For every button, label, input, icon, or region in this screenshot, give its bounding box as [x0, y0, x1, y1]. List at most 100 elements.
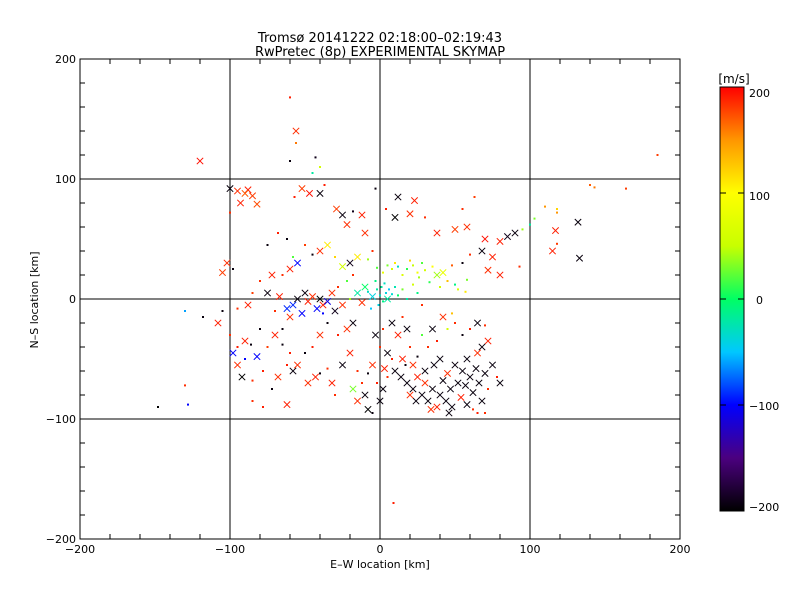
- data-point-dot: [379, 346, 381, 348]
- data-point-dot: [259, 328, 261, 330]
- data-point-cross: [421, 379, 429, 387]
- data-point-dot: [271, 388, 273, 390]
- data-point-dot: [461, 208, 464, 210]
- data-point-cross: [338, 211, 347, 219]
- y-tick-label: 0: [69, 293, 76, 306]
- y-tick-label: −100: [46, 413, 76, 426]
- data-point-dot: [487, 388, 489, 390]
- data-point-dot: [370, 307, 372, 310]
- data-point-cross: [442, 397, 450, 405]
- data-point-cross: [368, 361, 377, 369]
- data-point-dot: [266, 346, 269, 348]
- data-point-dot: [277, 232, 279, 234]
- data-point-dot: [202, 316, 204, 318]
- data-point-dot: [322, 312, 324, 315]
- data-point-cross: [406, 391, 414, 399]
- data-point-cross: [275, 293, 284, 301]
- data-point-cross: [391, 367, 399, 375]
- data-point-cross: [439, 377, 447, 385]
- data-point-dot: [421, 262, 423, 264]
- data-point-dot: [376, 266, 378, 269]
- data-point-dot: [593, 186, 596, 189]
- data-point-dot: [457, 288, 459, 291]
- data-point-cross: [488, 253, 497, 261]
- data-point-cross: [286, 313, 294, 321]
- data-point-cross: [403, 325, 411, 333]
- data-point-cross: [331, 307, 339, 315]
- data-point-dot: [556, 208, 558, 210]
- data-point-dot: [326, 322, 329, 324]
- data-point-cross: [379, 385, 387, 393]
- axis-ticks: [79, 58, 681, 540]
- data-point-dot: [337, 286, 339, 288]
- data-point-dot: [184, 384, 186, 387]
- data-point-cross: [328, 379, 336, 387]
- data-point-dot: [461, 262, 464, 264]
- data-point-dot: [529, 223, 531, 226]
- data-point-cross: [271, 331, 279, 339]
- data-point-cross: [481, 369, 489, 377]
- data-point-dot: [187, 403, 189, 406]
- data-point-dot: [250, 343, 252, 346]
- data-point-cross: [433, 403, 441, 411]
- data-point-dot: [281, 328, 284, 330]
- data-point-dot: [262, 406, 264, 408]
- data-point-cross: [394, 193, 402, 201]
- data-point-dot: [286, 364, 288, 366]
- data-point-cross: [358, 211, 366, 219]
- data-point-dot: [232, 268, 234, 270]
- data-point-cross: [343, 221, 351, 229]
- data-point-dot: [319, 166, 321, 168]
- data-point-dot: [379, 294, 381, 297]
- data-point-cross: [394, 331, 402, 339]
- data-point-dot: [428, 281, 431, 284]
- data-point-cross: [446, 385, 455, 393]
- data-points: [157, 96, 659, 504]
- data-point-cross: [343, 325, 351, 333]
- data-point-cross: [286, 265, 294, 273]
- data-point-dot: [451, 312, 453, 315]
- data-point-cross: [410, 197, 419, 205]
- data-point-cross: [424, 397, 432, 405]
- data-point-cross: [371, 331, 380, 339]
- data-point-dot: [319, 372, 321, 375]
- data-point-cross: [241, 337, 249, 345]
- data-point-cross: [253, 353, 261, 361]
- data-point-cross: [428, 385, 437, 393]
- data-point-dot: [397, 294, 399, 297]
- data-point-dot: [293, 196, 296, 198]
- data-point-cross: [388, 319, 396, 327]
- data-point-cross: [238, 373, 246, 381]
- data-point-cross: [496, 271, 504, 279]
- data-point-dot: [281, 343, 284, 346]
- colorbar: [m/s] 200 100 0 −100 −200: [718, 72, 779, 514]
- data-point-cross: [346, 259, 354, 267]
- data-point-dot: [533, 217, 536, 220]
- data-point-dot: [361, 382, 363, 384]
- x-tick-label: −200: [65, 543, 95, 556]
- data-point-cross: [311, 373, 320, 381]
- data-point-cross: [383, 349, 392, 357]
- data-point-cross: [214, 319, 222, 327]
- data-point-cross: [466, 373, 474, 381]
- data-point-cross: [473, 349, 482, 357]
- data-point-cross: [478, 343, 486, 351]
- data-point-cross: [443, 369, 452, 377]
- data-point-cross: [575, 254, 584, 262]
- data-point-dot: [406, 298, 408, 300]
- data-point-cross: [383, 295, 392, 303]
- data-point-cross: [338, 301, 347, 309]
- data-point-dot: [229, 211, 231, 214]
- data-point-cross: [223, 259, 231, 267]
- data-point-cross: [316, 189, 324, 197]
- data-point-dot: [521, 228, 524, 231]
- data-point-dot: [394, 262, 396, 264]
- data-point-cross: [413, 373, 422, 381]
- data-point-cross: [436, 355, 444, 363]
- data-point-cross: [484, 337, 492, 345]
- colorbar-tick-label: −100: [749, 400, 779, 413]
- data-point-cross: [463, 401, 471, 409]
- data-point-dot: [451, 264, 453, 267]
- data-point-cross: [236, 199, 245, 207]
